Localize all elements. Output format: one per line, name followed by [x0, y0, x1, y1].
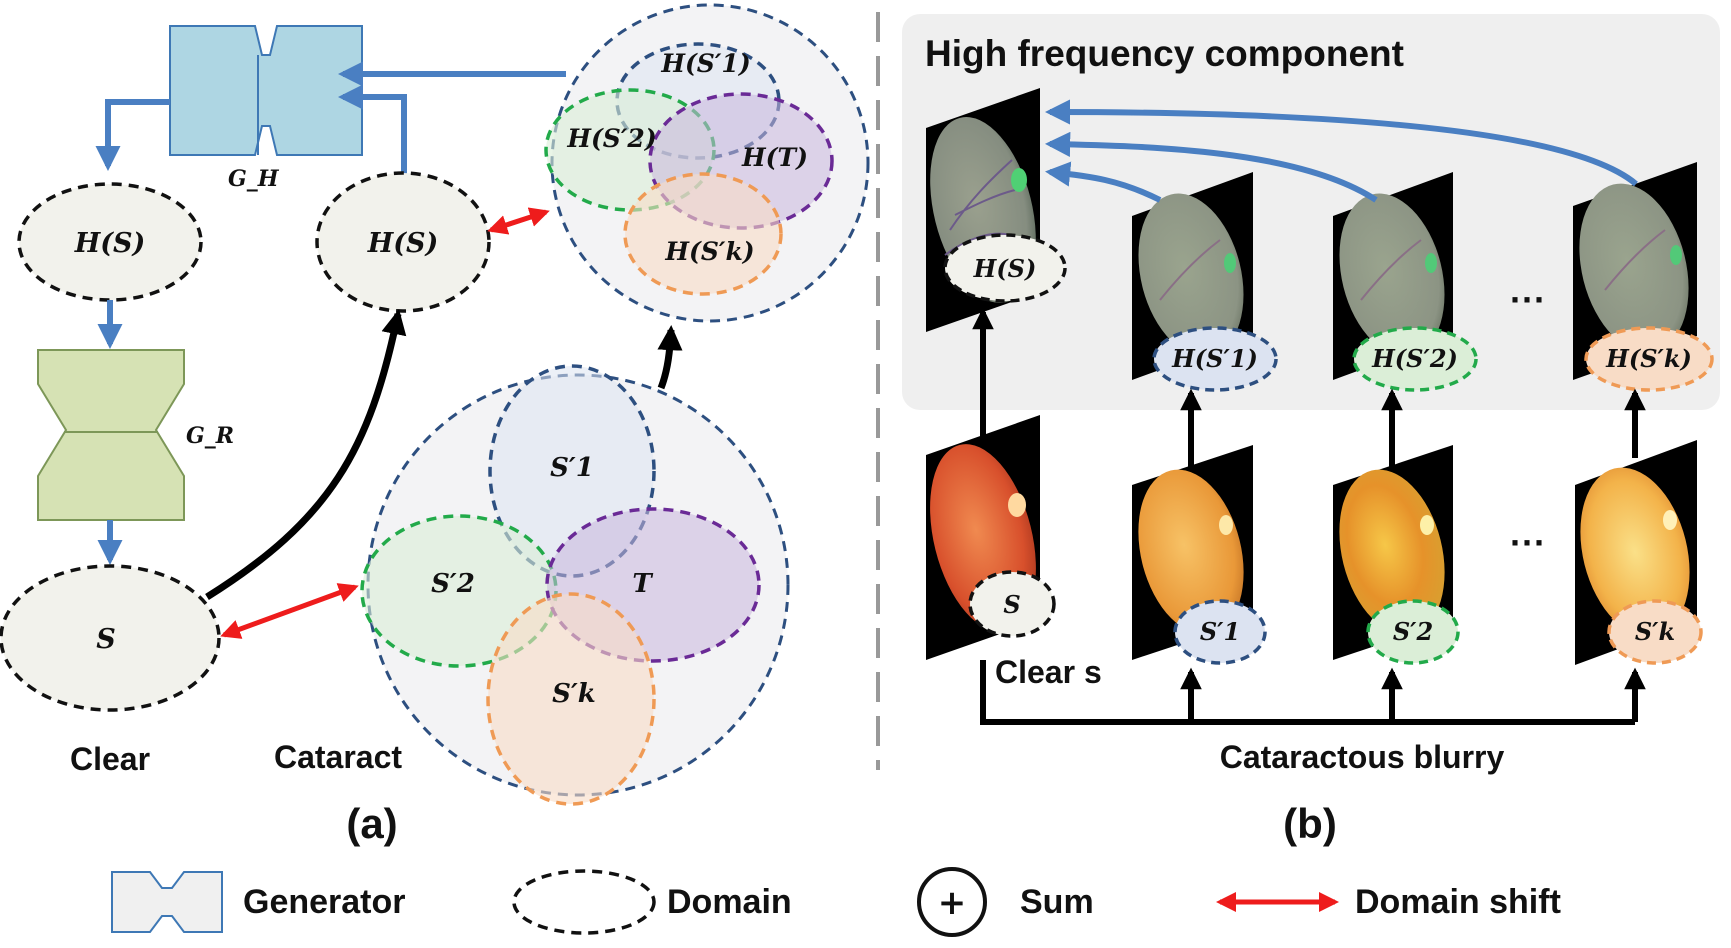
hf-domain-s2-label: H(S′2) — [566, 124, 656, 153]
domain-hs-left — [17, 182, 203, 302]
domain-t-label: T — [632, 569, 653, 599]
img-label-s — [968, 570, 1056, 638]
hf-label-sk-text: H(S′k) — [1605, 344, 1692, 373]
domain-s-label: S — [96, 624, 116, 655]
domain-s2-label: S′2 — [431, 569, 475, 599]
arrow-gh-to-hs — [95, 99, 170, 172]
generator-h-label: G_H — [228, 166, 280, 192]
legend-sum-symbol: + — [938, 883, 967, 923]
img-label-s1-text: S′1 — [1200, 617, 1240, 646]
caption-a: (a) — [346, 800, 397, 847]
ellipsis-top: ··· — [1510, 279, 1546, 320]
label-cataractous-blurry: Cataractous blurry — [1220, 739, 1505, 775]
legend-generator-label: Generator — [243, 883, 406, 921]
legend-shift-label: Domain shift — [1355, 883, 1561, 921]
arrow-s-to-hs — [205, 309, 407, 600]
hf-label-hs-text: H(S) — [973, 254, 1037, 283]
legend-generator-icon — [111, 871, 223, 933]
arrow-cataract-to-hf — [657, 324, 683, 390]
hf-domain-t-label: H(T) — [741, 143, 808, 172]
ellipsis-bottom: ··· — [1510, 522, 1546, 563]
hf-arrow-2 — [1044, 131, 1378, 203]
shift-arrow-hs — [487, 207, 550, 235]
shift-arrow-s — [220, 583, 359, 639]
legend-domain-label: Domain — [667, 883, 792, 921]
hf-label-s2-text: H(S′2) — [1371, 344, 1458, 373]
img-label-s2-text: S′2 — [1393, 617, 1433, 646]
hf-domain-sk-label: H(S′k) — [664, 237, 754, 266]
domain-sk — [486, 592, 656, 806]
domain-sk-label: S′k — [552, 679, 596, 709]
generator-r-shape — [37, 349, 185, 521]
bottom-connector — [980, 660, 1635, 725]
hf-arrow-1 — [1044, 161, 1162, 203]
domain-hs-right-label: H(S) — [367, 228, 439, 259]
label-clear-s: Clear s — [995, 654, 1102, 690]
hf-label-s2 — [1352, 326, 1478, 392]
legend-domain-icon — [512, 869, 656, 935]
hf-label-sk — [1584, 326, 1714, 392]
domain-s — [0, 564, 221, 712]
img-label-s-text: S — [1003, 590, 1020, 619]
legend-sum-icon — [917, 867, 987, 937]
domain-hs-left-label: H(S) — [74, 228, 146, 259]
arrow-hs-to-gh — [337, 84, 407, 174]
hf-domain-s1-label: H(S′1) — [660, 49, 750, 78]
generator-h-shape — [169, 25, 363, 156]
img-label-s1 — [1173, 599, 1267, 665]
img-label-sk-text: S′k — [1635, 617, 1675, 646]
generator-r-label: G_R — [186, 423, 234, 449]
hf-label-hs — [943, 233, 1067, 303]
hf-domain-sk — [623, 172, 783, 296]
domain-s1-label: S′1 — [550, 453, 594, 483]
hf-label-s1 — [1152, 326, 1278, 392]
label-clear: Clear — [70, 741, 150, 777]
hf-label-s1-text: H(S′1) — [1171, 344, 1258, 373]
hf-image-blurk — [1573, 162, 1697, 380]
hf-arrow-3 — [1044, 99, 1638, 187]
legend-sum-label: Sum — [1020, 883, 1094, 921]
caption-b: (b) — [1283, 800, 1337, 847]
label-cataract: Cataract — [274, 739, 402, 775]
img-label-s2 — [1366, 599, 1460, 665]
img-label-sk — [1607, 599, 1703, 665]
hf-component-title: High frequency component — [925, 33, 1404, 74]
